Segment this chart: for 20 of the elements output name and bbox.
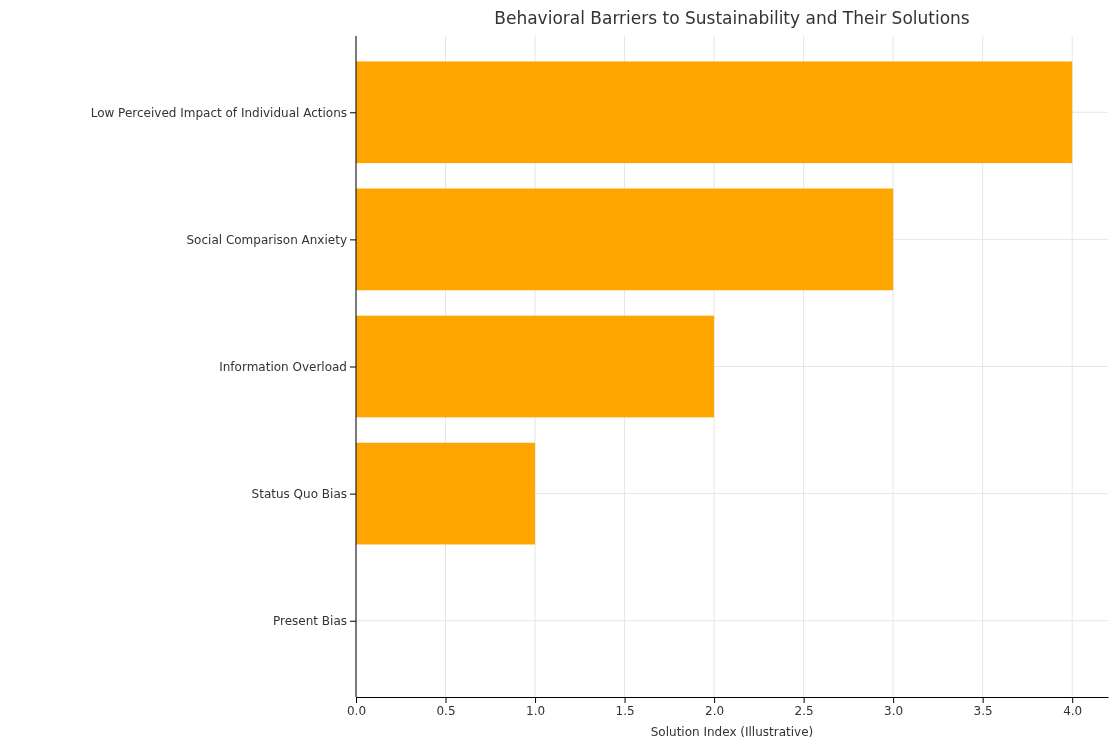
x-tick-label: 2.0 <box>705 703 725 718</box>
x-tick-label: 3.0 <box>884 703 904 718</box>
x-tick-label: 3.5 <box>973 703 993 718</box>
chart-title: Behavioral Barriers to Sustainability and Their Solutions <box>494 8 970 28</box>
y-tick-label: Present Bias <box>272 614 347 629</box>
bar <box>356 442 536 545</box>
y-tick-label: Information Overload <box>219 359 347 374</box>
y-tick-label: Status Quo Bias <box>251 486 347 501</box>
x-tick-label: 2.5 <box>794 703 814 718</box>
x-tick-label: 4.0 <box>1063 703 1083 718</box>
x-axis-title: Solution Index (Illustrative) <box>650 725 814 739</box>
y-tick-label: Low Perceived Impact of Individual Actions <box>90 105 347 120</box>
bar <box>356 61 1073 164</box>
bar <box>356 315 715 418</box>
x-tick-label: 0.5 <box>436 703 456 718</box>
x-tick-label: 1.0 <box>526 703 546 718</box>
x-tick-label: 1.5 <box>615 703 635 718</box>
x-tick-label: 0.0 <box>346 703 367 718</box>
bar <box>356 188 894 291</box>
y-tick-label: Social Comparison Anxiety <box>186 232 347 247</box>
